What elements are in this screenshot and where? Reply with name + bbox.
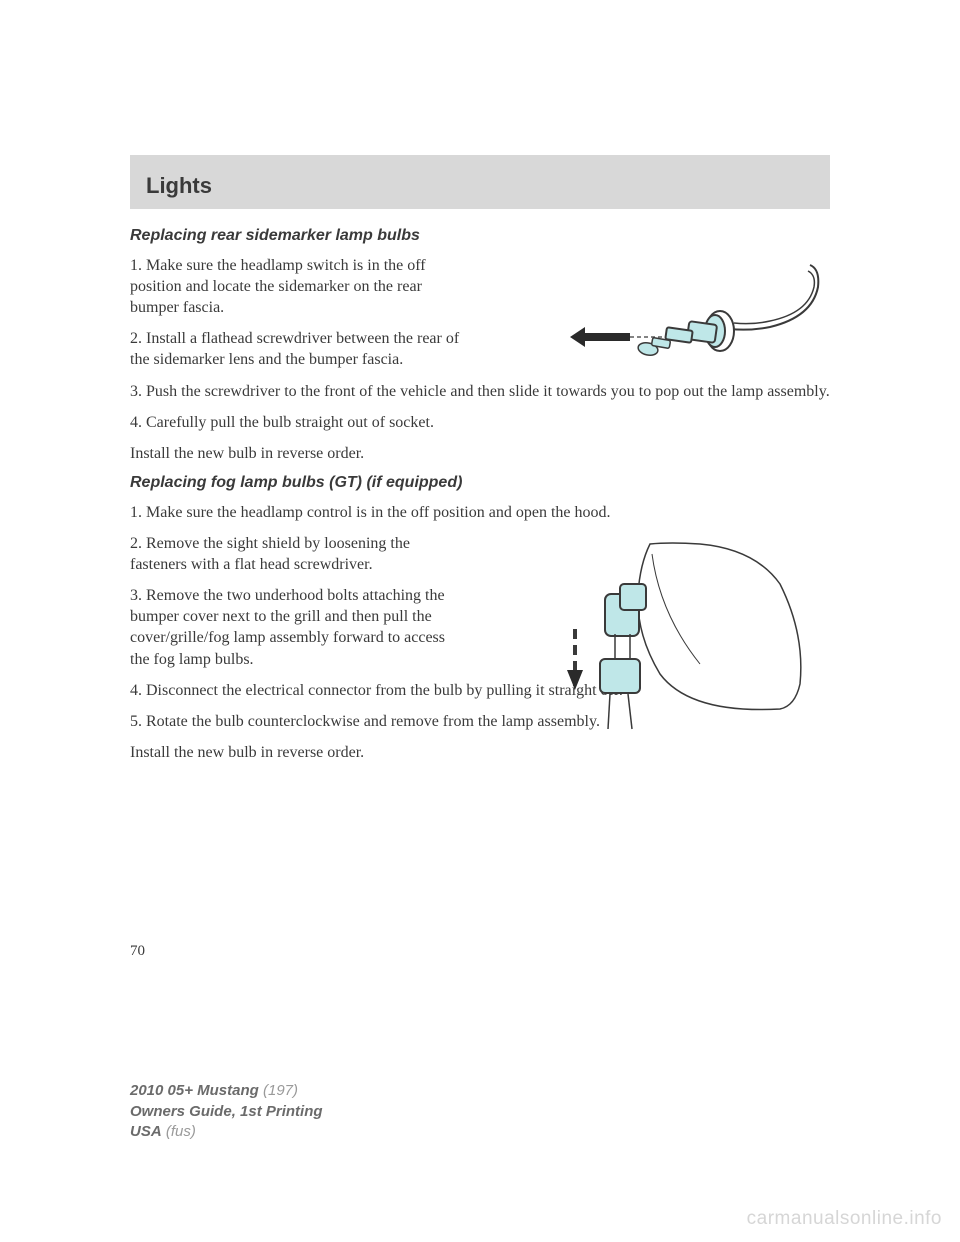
foglamp-illustration [520, 534, 810, 734]
sidemarker-install: Install the new bulb in reverse order. [130, 443, 830, 464]
watermark: carmanualsonline.info [747, 1208, 942, 1230]
footer: 2010 05+ Mustang (197) Owners Guide, 1st… [130, 1081, 323, 1142]
footer-guide: Owners Guide, 1st Printing [130, 1102, 323, 1122]
footer-model: 2010 05+ Mustang [130, 1082, 259, 1099]
footer-region: USA [130, 1123, 162, 1140]
footer-model-code: (197) [259, 1082, 298, 1099]
section-title: Lights [146, 173, 814, 199]
section-header: Lights [130, 155, 830, 209]
footer-region-code: (fus) [162, 1123, 196, 1140]
sidemarker-step-2: 2. Install a flathead screwdriver betwee… [130, 328, 470, 370]
page-number: 70 [130, 943, 830, 960]
sidemarker-heading: Replacing rear sidemarker lamp bulbs [130, 227, 830, 245]
section-sidemarker: Replacing rear sidemarker lamp bulbs 1. … [130, 227, 830, 464]
sidemarker-step-1: 1. Make sure the headlamp switch is in t… [130, 255, 470, 318]
section-foglamp: Replacing fog lamp bulbs (GT) (if equipp… [130, 474, 830, 763]
foglamp-step-3: 3. Remove the two underhood bolts attach… [130, 585, 460, 669]
foglamp-heading: Replacing fog lamp bulbs (GT) (if equipp… [130, 474, 830, 492]
foglamp-install: Install the new bulb in reverse order. [130, 742, 830, 763]
sidemarker-illustration [570, 257, 830, 397]
sidemarker-step-4: 4. Carefully pull the bulb straight out … [130, 412, 830, 433]
foglamp-step-1: 1. Make sure the headlamp control is in … [130, 502, 830, 523]
foglamp-step-2: 2. Remove the sight shield by loosening … [130, 533, 460, 575]
